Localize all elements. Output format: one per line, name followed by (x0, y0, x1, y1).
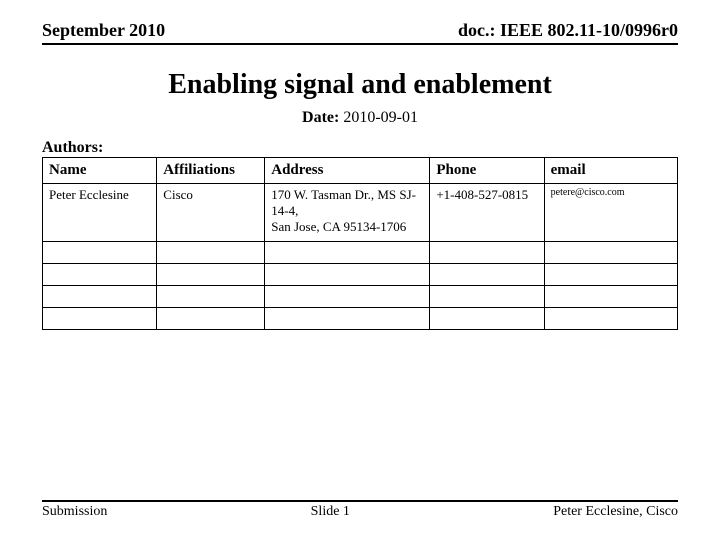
cell-email: petere@cisco.com (544, 184, 677, 242)
col-header-email: email (544, 158, 677, 184)
empty-cell (544, 308, 677, 330)
date-label: Date: (302, 109, 339, 126)
cell-phone: +1-408-527-0815 (430, 184, 544, 242)
footer-right: Peter Ecclesine, Cisco (553, 504, 678, 520)
col-header-affiliations: Affiliations (157, 158, 265, 184)
footer-center: Slide 1 (311, 504, 350, 520)
empty-cell (157, 264, 265, 286)
cell-name: Peter Ecclesine (43, 184, 157, 242)
cell-address: 170 W. Tasman Dr., MS SJ-14-4, San Jose,… (265, 184, 430, 242)
page-title: Enabling signal and enablement (42, 69, 678, 101)
empty-cell (544, 264, 677, 286)
empty-cell (544, 242, 677, 264)
empty-cell (43, 264, 157, 286)
empty-cell (43, 286, 157, 308)
date-row: Date: 2010-09-01 (42, 109, 678, 127)
footer-row: Submission Slide 1 Peter Ecclesine, Cisc… (42, 500, 678, 520)
empty-cell (430, 242, 544, 264)
header-row: September 2010 doc.: IEEE 802.11-10/0996… (42, 20, 678, 45)
col-header-name: Name (43, 158, 157, 184)
authors-label: Authors: (42, 139, 678, 157)
col-header-phone: Phone (430, 158, 544, 184)
table-row (43, 308, 678, 330)
empty-cell (430, 308, 544, 330)
empty-cell (544, 286, 677, 308)
empty-cell (265, 286, 430, 308)
table-row (43, 264, 678, 286)
table-row (43, 286, 678, 308)
empty-cell (265, 264, 430, 286)
footer-left: Submission (42, 504, 107, 520)
authors-table: Name Affiliations Address Phone email Pe… (42, 157, 678, 330)
table-header-row: Name Affiliations Address Phone email (43, 158, 678, 184)
date-value: 2010-09-01 (343, 109, 418, 126)
header-right: doc.: IEEE 802.11-10/0996r0 (458, 20, 678, 41)
empty-cell (157, 286, 265, 308)
empty-cell (43, 242, 157, 264)
empty-cell (43, 308, 157, 330)
col-header-address: Address (265, 158, 430, 184)
empty-cell (430, 286, 544, 308)
table-row (43, 242, 678, 264)
cell-affiliations: Cisco (157, 184, 265, 242)
header-left: September 2010 (42, 20, 165, 41)
table-row: Peter Ecclesine Cisco 170 W. Tasman Dr.,… (43, 184, 678, 242)
empty-cell (157, 242, 265, 264)
empty-cell (157, 308, 265, 330)
empty-cell (265, 308, 430, 330)
empty-cell (265, 242, 430, 264)
empty-cell (430, 264, 544, 286)
